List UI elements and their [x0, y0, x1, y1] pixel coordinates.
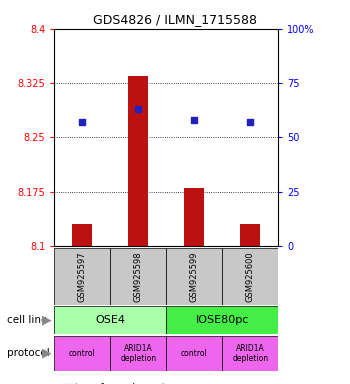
- Bar: [54, 306, 166, 334]
- Text: transformed count: transformed count: [75, 383, 166, 384]
- Point: [191, 117, 197, 123]
- Bar: [128, 76, 148, 246]
- Text: cell line: cell line: [7, 315, 47, 325]
- Bar: [166, 248, 222, 305]
- Bar: [240, 224, 260, 246]
- Text: GSM925599: GSM925599: [190, 251, 199, 302]
- Bar: [110, 336, 166, 371]
- Point: [135, 106, 141, 112]
- Bar: [72, 224, 92, 246]
- Text: OSE4: OSE4: [95, 315, 125, 325]
- Text: protocol: protocol: [7, 348, 50, 358]
- Text: ▶: ▶: [42, 347, 52, 360]
- Text: ■: ■: [61, 383, 72, 384]
- Text: IOSE80pc: IOSE80pc: [196, 315, 249, 325]
- Bar: [54, 336, 110, 371]
- Text: ARID1A
depletion: ARID1A depletion: [232, 344, 268, 363]
- Bar: [184, 188, 204, 246]
- Text: GDS4826 / ILMN_1715588: GDS4826 / ILMN_1715588: [93, 13, 257, 26]
- Text: ARID1A
depletion: ARID1A depletion: [120, 344, 156, 363]
- Text: GSM925598: GSM925598: [134, 251, 143, 302]
- Text: control: control: [69, 349, 96, 358]
- Point: [79, 119, 85, 125]
- Text: control: control: [181, 349, 208, 358]
- Bar: [166, 306, 278, 334]
- Bar: [222, 336, 278, 371]
- Bar: [110, 248, 166, 305]
- Bar: [166, 336, 222, 371]
- Bar: [54, 248, 110, 305]
- Text: GSM925600: GSM925600: [246, 251, 255, 302]
- Text: ▶: ▶: [42, 314, 52, 327]
- Bar: [222, 248, 278, 305]
- Point: [247, 119, 253, 125]
- Text: GSM925597: GSM925597: [78, 251, 87, 302]
